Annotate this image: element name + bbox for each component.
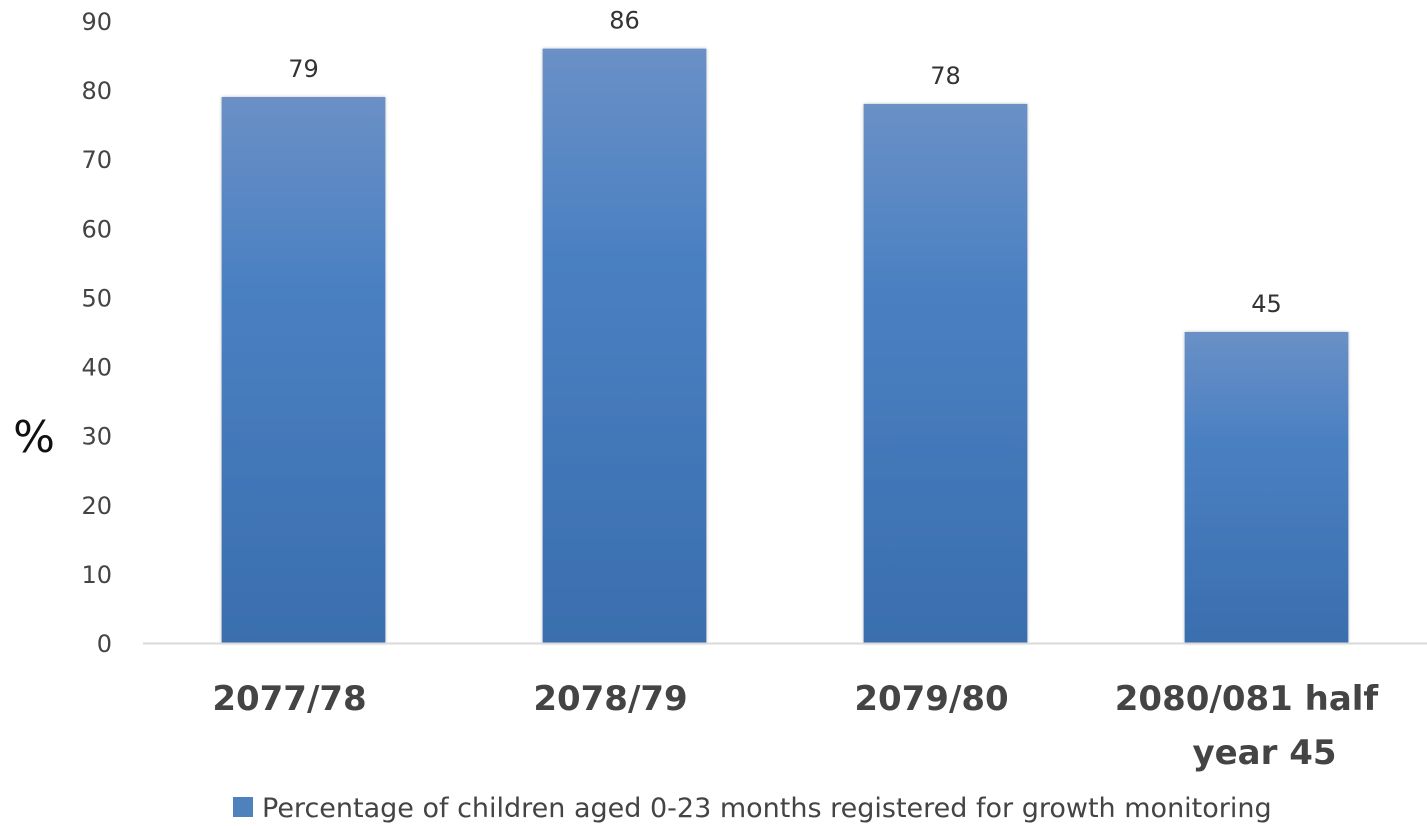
legend-label: Percentage of children aged 0-23 months … bbox=[262, 793, 1272, 824]
bar bbox=[542, 48, 707, 643]
bar bbox=[221, 97, 386, 644]
x-tick-label-line: 2078/79 bbox=[533, 679, 687, 719]
y-tick-label: 60 bbox=[81, 215, 112, 243]
data-label: 79 bbox=[288, 55, 319, 83]
y-tick-label: 0 bbox=[97, 630, 112, 658]
y-tick-label: 50 bbox=[81, 284, 112, 312]
y-tick-label: 80 bbox=[81, 77, 112, 105]
x-tick-label: 2080/081 half year 45 bbox=[1115, 679, 1380, 773]
bar bbox=[863, 103, 1028, 643]
x-tick-label-line: 2079/80 bbox=[854, 679, 1008, 719]
legend-swatch bbox=[233, 797, 253, 817]
y-axis-label: % bbox=[13, 412, 55, 463]
x-tick-label-line: 2077/78 bbox=[212, 679, 366, 719]
x-axis-category-labels: 2077/78 2078/79 2079/80 2080/081 half year 4… bbox=[212, 679, 1379, 773]
y-tick-label: 40 bbox=[81, 354, 112, 382]
data-label: 45 bbox=[1251, 290, 1282, 318]
x-tick-label: 2078/79 bbox=[533, 679, 687, 719]
y-tick-label: 30 bbox=[81, 423, 112, 451]
legend: Percentage of children aged 0-23 months … bbox=[233, 793, 1272, 824]
bars bbox=[221, 48, 1349, 644]
bar bbox=[1184, 332, 1349, 643]
x-tick-label-line: year 45 bbox=[1192, 733, 1336, 773]
y-tick-label: 90 bbox=[81, 8, 112, 36]
x-tick-label: 2079/80 bbox=[854, 679, 1008, 719]
data-label: 78 bbox=[930, 62, 961, 90]
y-tick-label: 70 bbox=[81, 146, 112, 174]
data-label: 86 bbox=[609, 7, 640, 35]
x-tick-label: 2077/78 bbox=[212, 679, 366, 719]
y-tick-label: 10 bbox=[81, 561, 112, 589]
y-axis-ticks: 0 10 20 30 40 50 60 70 80 90 bbox=[81, 8, 112, 658]
data-labels: 79 86 78 45 bbox=[288, 7, 1282, 318]
x-tick-label-line: 2080/081 half bbox=[1115, 679, 1380, 719]
y-tick-label: 20 bbox=[81, 492, 112, 520]
